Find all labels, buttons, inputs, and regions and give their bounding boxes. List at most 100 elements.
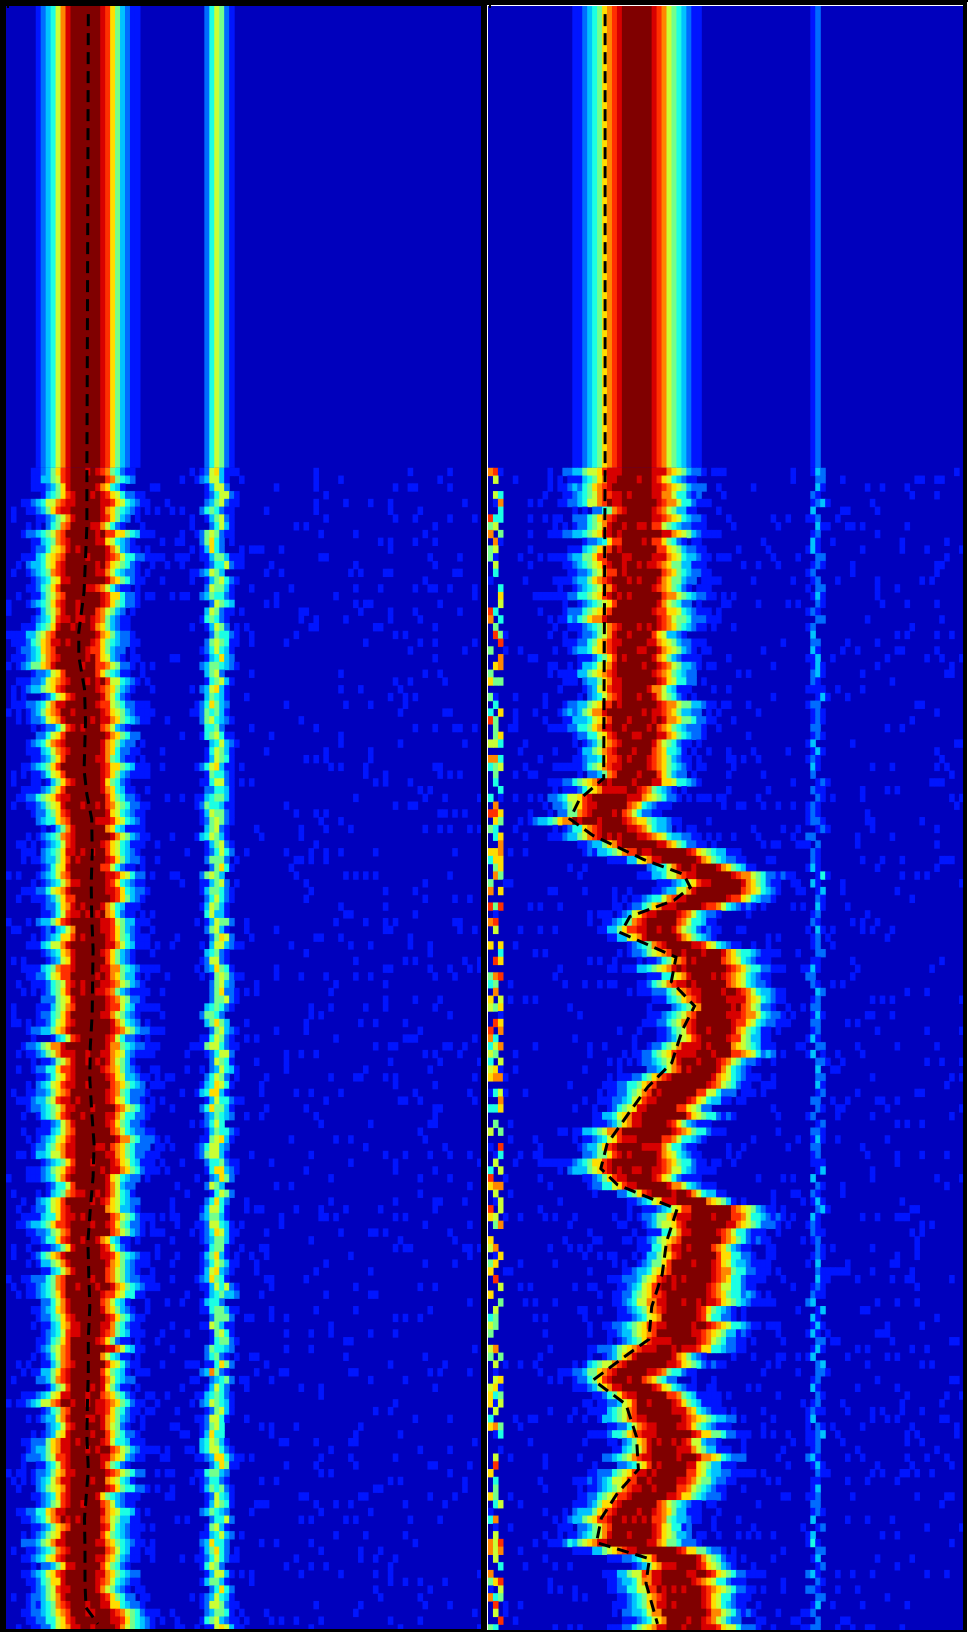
left-heatmap-cell (219, 1469, 225, 1478)
left-heatmap-cell (70, 1368, 77, 1377)
left-heatmap-cell (100, 545, 106, 554)
left-heatmap-cell (80, 739, 86, 748)
left-heatmap-cell (75, 661, 81, 671)
left-heatmap-cell (407, 483, 414, 492)
left-heatmap-cell (318, 1469, 324, 1478)
left-heatmap-cell (129, 1166, 136, 1175)
left-heatmap-cell (45, 584, 52, 593)
left-heatmap-cell (214, 1127, 220, 1136)
left-heatmap-cell (105, 840, 111, 849)
left-heatmap-cell (45, 685, 52, 694)
left-heatmap-cell (110, 1476, 116, 1486)
left-heatmap-cell (110, 1298, 116, 1307)
left-heatmap-cell (179, 793, 186, 803)
left-heatmap-cell (40, 1166, 47, 1175)
left-heatmap-cell (40, 1259, 47, 1268)
left-heatmap-cell (90, 972, 96, 981)
left-heatmap-cell (412, 692, 419, 702)
left-heatmap-cell (248, 638, 255, 647)
left-heatmap-cell (303, 1274, 310, 1284)
left-heatmap-cell (105, 1352, 111, 1361)
left-heatmap-cell (432, 1119, 438, 1129)
left-heatmap-cell (149, 871, 156, 880)
left-heatmap-cell (377, 1546, 384, 1555)
left-heatmap-cell (298, 607, 305, 616)
left-heatmap-cell (164, 1298, 171, 1307)
left-heatmap-cell (70, 1430, 77, 1439)
left-heatmap-cell (110, 1368, 116, 1377)
left-heatmap-cell (318, 1383, 324, 1392)
left-heatmap-cell (45, 638, 52, 647)
left-heatmap-cell (20, 786, 27, 795)
left-heatmap-cell (40, 6, 47, 468)
left-heatmap-cell (194, 708, 200, 717)
left-heatmap-cell (234, 1453, 240, 1462)
left-heatmap-cell (214, 1375, 220, 1385)
left-heatmap-cell (65, 1430, 72, 1439)
left-heatmap-cell (120, 1461, 126, 1470)
left-heatmap-cell (263, 1251, 270, 1261)
left-heatmap-cell (139, 863, 146, 872)
left-heatmap-cell (209, 1437, 215, 1447)
left-heatmap-cell (25, 917, 32, 927)
left-heatmap-cell (110, 848, 116, 857)
left-heatmap-cell (338, 902, 344, 911)
left-heatmap-cell (60, 1080, 67, 1090)
left-heatmap-cell (50, 1383, 57, 1392)
left-heatmap-cell (100, 933, 106, 942)
left-heatmap-cell (442, 793, 448, 803)
left-heatmap-cell (204, 809, 210, 818)
left-heatmap-cell (75, 1080, 81, 1090)
left-heatmap-cell (120, 491, 126, 500)
left-heatmap-cell (45, 1127, 52, 1136)
left-heatmap-cell (25, 1174, 32, 1183)
left-heatmap-cell (60, 1158, 67, 1167)
left-heatmap-cell (125, 1437, 131, 1447)
left-heatmap-cell (224, 1337, 230, 1346)
left-heatmap-cell (452, 1492, 458, 1501)
left-heatmap-cell (129, 871, 136, 880)
left-heatmap-cell (120, 591, 126, 601)
left-heatmap-cell (70, 1096, 77, 1105)
left-heatmap-cell (194, 700, 200, 709)
left-heatmap-cell (397, 739, 404, 748)
left-heatmap-cell (35, 646, 42, 655)
left-heatmap-cell (80, 879, 86, 888)
left-heatmap-cell (120, 646, 126, 655)
left-heatmap-cell (30, 801, 37, 810)
left-heatmap-cell (20, 855, 27, 865)
left-heatmap-cell (35, 1150, 42, 1160)
left-heatmap-cell (70, 1057, 77, 1067)
left-heatmap-cell (387, 615, 394, 624)
left-heatmap-cell (129, 529, 136, 539)
left-heatmap-cell (139, 1414, 146, 1424)
left-heatmap-cell (139, 1220, 146, 1229)
left-heatmap-cell (65, 498, 72, 508)
left-heatmap-cell (417, 1174, 424, 1183)
left-heatmap-cell (209, 1127, 215, 1136)
left-heatmap-cell (80, 6, 86, 468)
left-heatmap-cell (258, 1111, 265, 1121)
left-heatmap-cell (417, 1282, 424, 1292)
left-heatmap-cell (25, 646, 32, 655)
left-heatmap-cell (367, 941, 374, 950)
left-heatmap-cell (115, 786, 121, 795)
left-heatmap-cell (80, 498, 86, 508)
left-heatmap-cell (209, 1104, 215, 1113)
left-heatmap-cell (263, 1500, 270, 1509)
left-heatmap-cell (40, 1569, 47, 1579)
left-heatmap-cell (70, 832, 77, 841)
left-heatmap-cell (70, 879, 77, 888)
left-heatmap-cell (219, 848, 225, 857)
left-heatmap-cell (35, 661, 42, 671)
left-heatmap-cell (20, 1399, 27, 1408)
left-heatmap-cell (115, 553, 121, 562)
left-heatmap-cell (90, 871, 96, 880)
left-heatmap-cell (219, 1220, 225, 1229)
left-heatmap-cell (75, 1127, 81, 1136)
left-heatmap-cell (387, 1562, 394, 1571)
left-heatmap-cell (40, 1399, 47, 1408)
left-heatmap-cell (110, 1430, 116, 1439)
left-heatmap-cell (35, 1088, 42, 1098)
left-heatmap-cell (120, 1500, 126, 1509)
